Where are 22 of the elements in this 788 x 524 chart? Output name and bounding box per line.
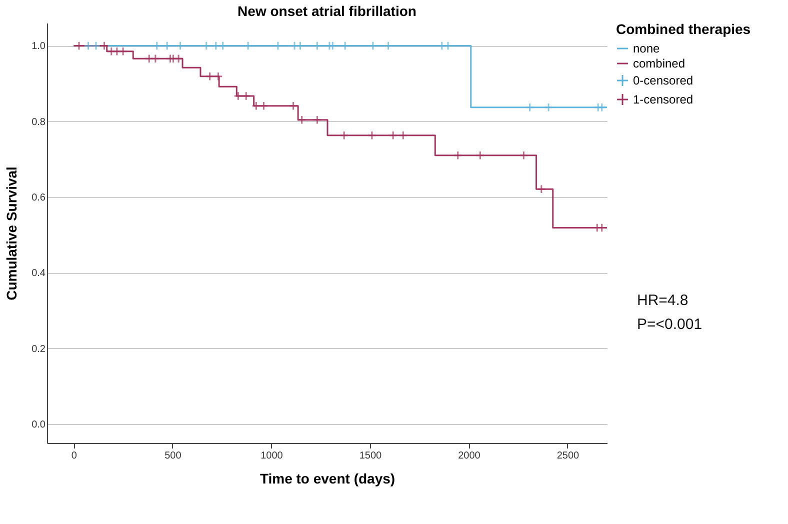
- text: P=<0.001: [637, 316, 702, 334]
- y-axis-title: Cumulative Survival: [4, 166, 20, 300]
- legend-label: 0-censored: [633, 74, 694, 88]
- y-tick-label: 1.0: [32, 41, 46, 52]
- y-tick-label: 0.4: [32, 268, 46, 280]
- x-tick-label: 500: [164, 450, 182, 462]
- x-tick-label: 0: [71, 450, 78, 462]
- y-tick-label: 0.2: [32, 344, 46, 355]
- y-tick-label: 0.8: [32, 116, 46, 128]
- legend-label: none: [633, 42, 660, 56]
- x-tick-label: 1500: [359, 450, 382, 462]
- legend-label: combined: [633, 56, 686, 70]
- x-tick-label: 2000: [458, 450, 481, 462]
- x-axis-title: Time to event (days): [260, 470, 396, 486]
- x-tick-label: 2500: [556, 450, 580, 462]
- y-tick-label: 0.0: [32, 420, 46, 431]
- x-tick-label: 1000: [260, 450, 284, 462]
- chart-title: New onset atrial fibrillation: [238, 3, 416, 19]
- text: HR=4.8: [637, 292, 688, 310]
- legend-title: Combined therapies: [616, 21, 751, 37]
- y-tick-label: 0.6: [32, 192, 46, 204]
- legend-label: 1-censored: [633, 92, 694, 106]
